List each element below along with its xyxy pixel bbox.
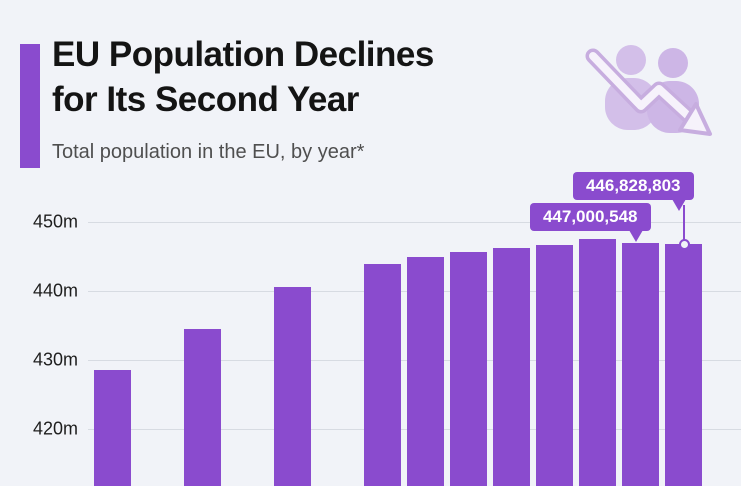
y-axis-label-430m: 430m bbox=[32, 349, 78, 370]
title-accent-bar bbox=[20, 44, 40, 168]
bar-7 bbox=[493, 247, 530, 486]
bar-6 bbox=[450, 251, 487, 486]
y-axis-label-440m: 440m bbox=[32, 280, 78, 301]
callout-dot bbox=[678, 239, 690, 251]
bar-4 bbox=[364, 264, 401, 486]
people-decline-arrow-icon bbox=[583, 36, 719, 144]
page-title: EU Population Declines for Its Second Ye… bbox=[52, 32, 434, 122]
bar-2 bbox=[184, 328, 221, 486]
bar-5 bbox=[407, 256, 444, 486]
bar-1 bbox=[94, 369, 131, 486]
gridline-450m bbox=[88, 222, 741, 223]
bar-8 bbox=[536, 245, 573, 486]
chart-subtitle: Total population in the EU, by year* bbox=[52, 141, 365, 163]
value-label-446828803: 446,828,803 bbox=[572, 172, 694, 200]
callout-tail bbox=[671, 199, 686, 211]
callout-tail bbox=[628, 230, 643, 242]
value-label-447000548: 447,000,548 bbox=[529, 203, 651, 231]
title-line-1: EU Population Declines bbox=[52, 35, 434, 74]
callout-connector-line bbox=[682, 205, 685, 245]
bar-11 bbox=[665, 244, 702, 486]
bar-9 bbox=[579, 239, 616, 486]
y-axis-label-420m: 420m bbox=[32, 418, 78, 439]
title-line-2: for Its Second Year bbox=[52, 80, 359, 119]
y-axis-label-450m: 450m bbox=[32, 211, 78, 232]
bar-10 bbox=[622, 242, 659, 486]
bar-3 bbox=[274, 286, 311, 486]
